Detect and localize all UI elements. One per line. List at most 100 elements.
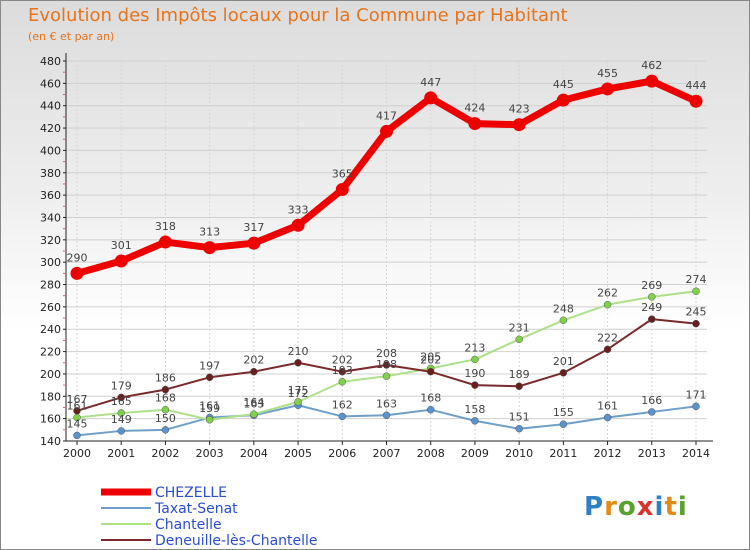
- data-point: [161, 385, 170, 394]
- data-point: [294, 398, 302, 406]
- data-label: 208: [376, 347, 397, 360]
- data-point: [515, 382, 523, 390]
- data-label: 202: [420, 354, 441, 367]
- data-point: [471, 381, 479, 389]
- data-point: [70, 266, 84, 280]
- y-tick-label: 360: [40, 189, 61, 202]
- y-tick-label: 240: [40, 323, 61, 336]
- data-point: [338, 378, 347, 386]
- data-label: 445: [553, 78, 574, 91]
- data-label: 317: [243, 221, 264, 234]
- x-tick-label: 2007: [373, 447, 401, 460]
- data-point: [689, 94, 703, 108]
- data-point: [692, 287, 700, 295]
- data-label: 158: [464, 403, 485, 416]
- data-label: 290: [67, 251, 88, 264]
- data-label: 447: [420, 76, 441, 89]
- data-point: [73, 431, 81, 440]
- data-point: [471, 417, 479, 425]
- data-label: 248: [553, 302, 574, 315]
- data-point: [161, 405, 170, 414]
- data-label: 269: [641, 279, 662, 292]
- data-point: [158, 235, 172, 249]
- data-point: [424, 91, 438, 105]
- data-point: [117, 409, 125, 417]
- data-label: 202: [332, 354, 353, 367]
- data-label: 175: [288, 384, 309, 397]
- data-label: 201: [553, 355, 574, 368]
- data-point: [692, 319, 700, 328]
- chart-title: Evolution des Impôts locaux pour la Comm…: [28, 5, 568, 26]
- data-label: 161: [199, 400, 220, 413]
- data-point: [426, 405, 435, 414]
- data-point: [645, 74, 659, 88]
- data-label: 210: [288, 345, 309, 358]
- x-tick-label: 2009: [461, 447, 489, 460]
- data-label: 202: [243, 354, 264, 367]
- data-point: [250, 367, 258, 376]
- data-label: 462: [641, 59, 662, 72]
- y-tick-label: 140: [40, 435, 61, 448]
- data-label: 198: [376, 358, 397, 371]
- data-point: [294, 359, 302, 367]
- data-point: [250, 410, 258, 418]
- data-label: 171: [686, 388, 707, 401]
- data-label: 162: [332, 398, 353, 411]
- y-tick-label: 280: [40, 279, 61, 292]
- x-tick-label: 2008: [417, 447, 445, 460]
- data-point: [559, 420, 568, 428]
- x-tick-label: 2011: [549, 447, 577, 460]
- y-tick-label: 480: [40, 55, 61, 68]
- data-label: 172: [288, 387, 309, 400]
- data-label: 163: [243, 397, 264, 410]
- data-label: 167: [67, 393, 88, 406]
- data-label: 189: [509, 368, 530, 381]
- data-point: [382, 361, 391, 369]
- y-tick-label: 260: [40, 301, 61, 314]
- y-tick-label: 300: [40, 256, 61, 269]
- data-point: [603, 345, 612, 354]
- data-label: 168: [155, 392, 176, 405]
- x-tick-label: 2012: [594, 447, 622, 460]
- logo-letter: o: [617, 492, 637, 522]
- data-label: 179: [111, 379, 132, 392]
- data-point: [692, 402, 700, 411]
- data-label: 168: [420, 392, 441, 405]
- data-point: [426, 367, 435, 376]
- data-point: [117, 427, 125, 435]
- data-label: 159: [199, 402, 220, 415]
- data-label: 313: [199, 226, 220, 239]
- data-point: [515, 424, 523, 433]
- data-label: 423: [509, 103, 530, 116]
- x-tick-label: 2006: [328, 447, 356, 460]
- data-label: 444: [686, 79, 707, 92]
- data-label: 165: [111, 395, 132, 408]
- data-point: [161, 426, 170, 434]
- chart-subtitle: (en € et par an): [28, 30, 115, 43]
- logo-letter: t: [664, 492, 678, 522]
- data-point: [335, 183, 349, 197]
- data-point: [603, 300, 612, 309]
- data-label: 301: [111, 239, 132, 252]
- y-tick-label: 220: [40, 346, 61, 359]
- x-tick-label: 2003: [196, 447, 224, 460]
- x-tick-label: 2004: [240, 447, 268, 460]
- y-tick-label: 340: [40, 211, 61, 224]
- data-point: [648, 315, 656, 323]
- data-label: 163: [376, 397, 397, 410]
- logo-letter: x: [636, 492, 655, 522]
- logo-letter: r: [604, 492, 618, 522]
- data-label: 231: [509, 321, 530, 334]
- y-tick-label: 400: [40, 144, 61, 157]
- data-point: [203, 241, 217, 255]
- data-label: 262: [597, 287, 618, 300]
- data-point: [559, 316, 568, 325]
- data-label: 166: [641, 394, 662, 407]
- data-label: 161: [597, 400, 618, 413]
- data-point: [117, 393, 125, 402]
- y-tick-label: 420: [40, 122, 61, 135]
- data-point: [338, 367, 347, 376]
- data-point: [559, 369, 568, 377]
- data-point: [380, 124, 393, 138]
- data-label: 161: [67, 400, 88, 413]
